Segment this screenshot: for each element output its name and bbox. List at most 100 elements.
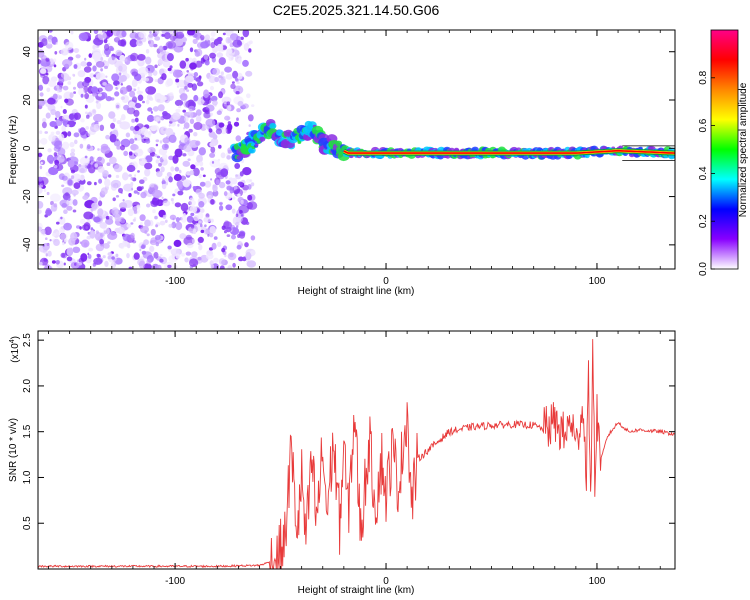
colorbar-tick-label: 0.6 (698, 118, 709, 132)
noise-blob (129, 125, 135, 131)
noise-blob (55, 260, 60, 265)
noise-blob (54, 51, 58, 55)
noise-blob (128, 174, 132, 177)
noise-blob (165, 175, 168, 179)
noise-blob (130, 52, 139, 62)
noise-blob (211, 242, 217, 250)
noise-blob (216, 36, 223, 42)
noise-blob (207, 194, 213, 200)
noise-blob (66, 205, 73, 211)
noise-blob (140, 126, 148, 136)
noise-blob (240, 243, 243, 246)
noise-blob (129, 38, 138, 48)
noise-blob (181, 37, 187, 43)
noise-blob (42, 118, 47, 123)
noise-blob (138, 260, 146, 269)
spectrogram-x-ticks: -100 0 100 (48, 30, 661, 287)
noise-blob (165, 127, 174, 137)
noise-blob (134, 117, 139, 123)
signal-band-core (343, 149, 675, 154)
noise-blob (139, 248, 142, 252)
noise-blob (225, 226, 232, 233)
noise-blob (234, 188, 243, 197)
noise-blob (49, 239, 52, 242)
noise-blob (245, 252, 252, 261)
noise-blob (237, 72, 243, 80)
noise-blob (115, 174, 120, 179)
noise-blob (251, 104, 255, 107)
noise-blob (122, 199, 125, 202)
noise-blob (148, 130, 152, 136)
noise-blob (60, 216, 63, 220)
noise-blob (204, 109, 210, 115)
noise-blob (214, 76, 219, 83)
noise-blob (131, 118, 136, 123)
noise-blob (229, 33, 239, 41)
noise-blob (177, 123, 180, 127)
noise-blob (231, 177, 238, 185)
noise-blob (217, 158, 221, 162)
noise-blob (231, 208, 236, 214)
noise-blob (232, 262, 236, 268)
snr-scale-factor: (x104) (9, 336, 21, 363)
snr-scale-prefix: (x10 (10, 343, 21, 363)
snr-line-group (38, 339, 675, 569)
noise-blob (166, 172, 172, 177)
noise-blob (38, 222, 43, 231)
noise-blob (218, 181, 226, 189)
noise-blob (148, 71, 153, 77)
noise-blob (185, 57, 189, 62)
noise-blob (196, 36, 200, 41)
spectrogram-frame (37, 29, 676, 270)
noise-blob (183, 122, 190, 129)
noise-blob (234, 78, 239, 81)
noise-blob (128, 193, 132, 198)
noise-blob (130, 144, 139, 151)
noise-blob (179, 60, 187, 69)
noise-blob (67, 179, 73, 186)
noise-blob (191, 251, 198, 258)
noise-blob (118, 65, 123, 72)
noise-blob (192, 186, 197, 190)
noise-blob (185, 251, 192, 256)
noise-blob (39, 92, 44, 97)
noise-blob (105, 96, 112, 102)
noise-blob (92, 65, 97, 72)
noise-blob (47, 148, 52, 153)
noise-blob (93, 257, 103, 265)
spectrogram-signal-track (230, 119, 675, 163)
noise-blob (105, 215, 110, 220)
noise-blob (171, 33, 176, 36)
noise-blob (92, 92, 97, 97)
noise-blob (217, 241, 222, 247)
noise-blob (154, 94, 166, 104)
noise-blob (99, 92, 108, 99)
snr-scale-suffix: ) (10, 336, 21, 339)
noise-blob (120, 38, 127, 48)
noise-blob (237, 57, 242, 65)
noise-blob (38, 152, 43, 158)
noise-blob (211, 161, 215, 164)
noise-blob (126, 164, 136, 173)
noise-blob (104, 176, 108, 180)
noise-blob (203, 89, 210, 98)
noise-blob (148, 33, 154, 38)
noise-blob (240, 199, 244, 205)
colorbar-label: Normalized spectral amplitude (738, 82, 749, 217)
signal-blob (259, 136, 266, 142)
noise-blob (191, 238, 196, 244)
noise-blob (134, 125, 140, 132)
noise-blob (175, 253, 181, 259)
noise-blob (205, 253, 214, 260)
noise-blob (67, 131, 72, 137)
noise-blob (80, 174, 85, 181)
noise-blob (145, 56, 152, 65)
noise-blob (143, 263, 152, 269)
noise-blob (112, 30, 120, 37)
noise-blob (144, 219, 151, 227)
noise-blob (67, 197, 71, 201)
noise-blob (131, 79, 138, 88)
noise-blob (38, 176, 43, 182)
noise-blob (95, 100, 99, 104)
